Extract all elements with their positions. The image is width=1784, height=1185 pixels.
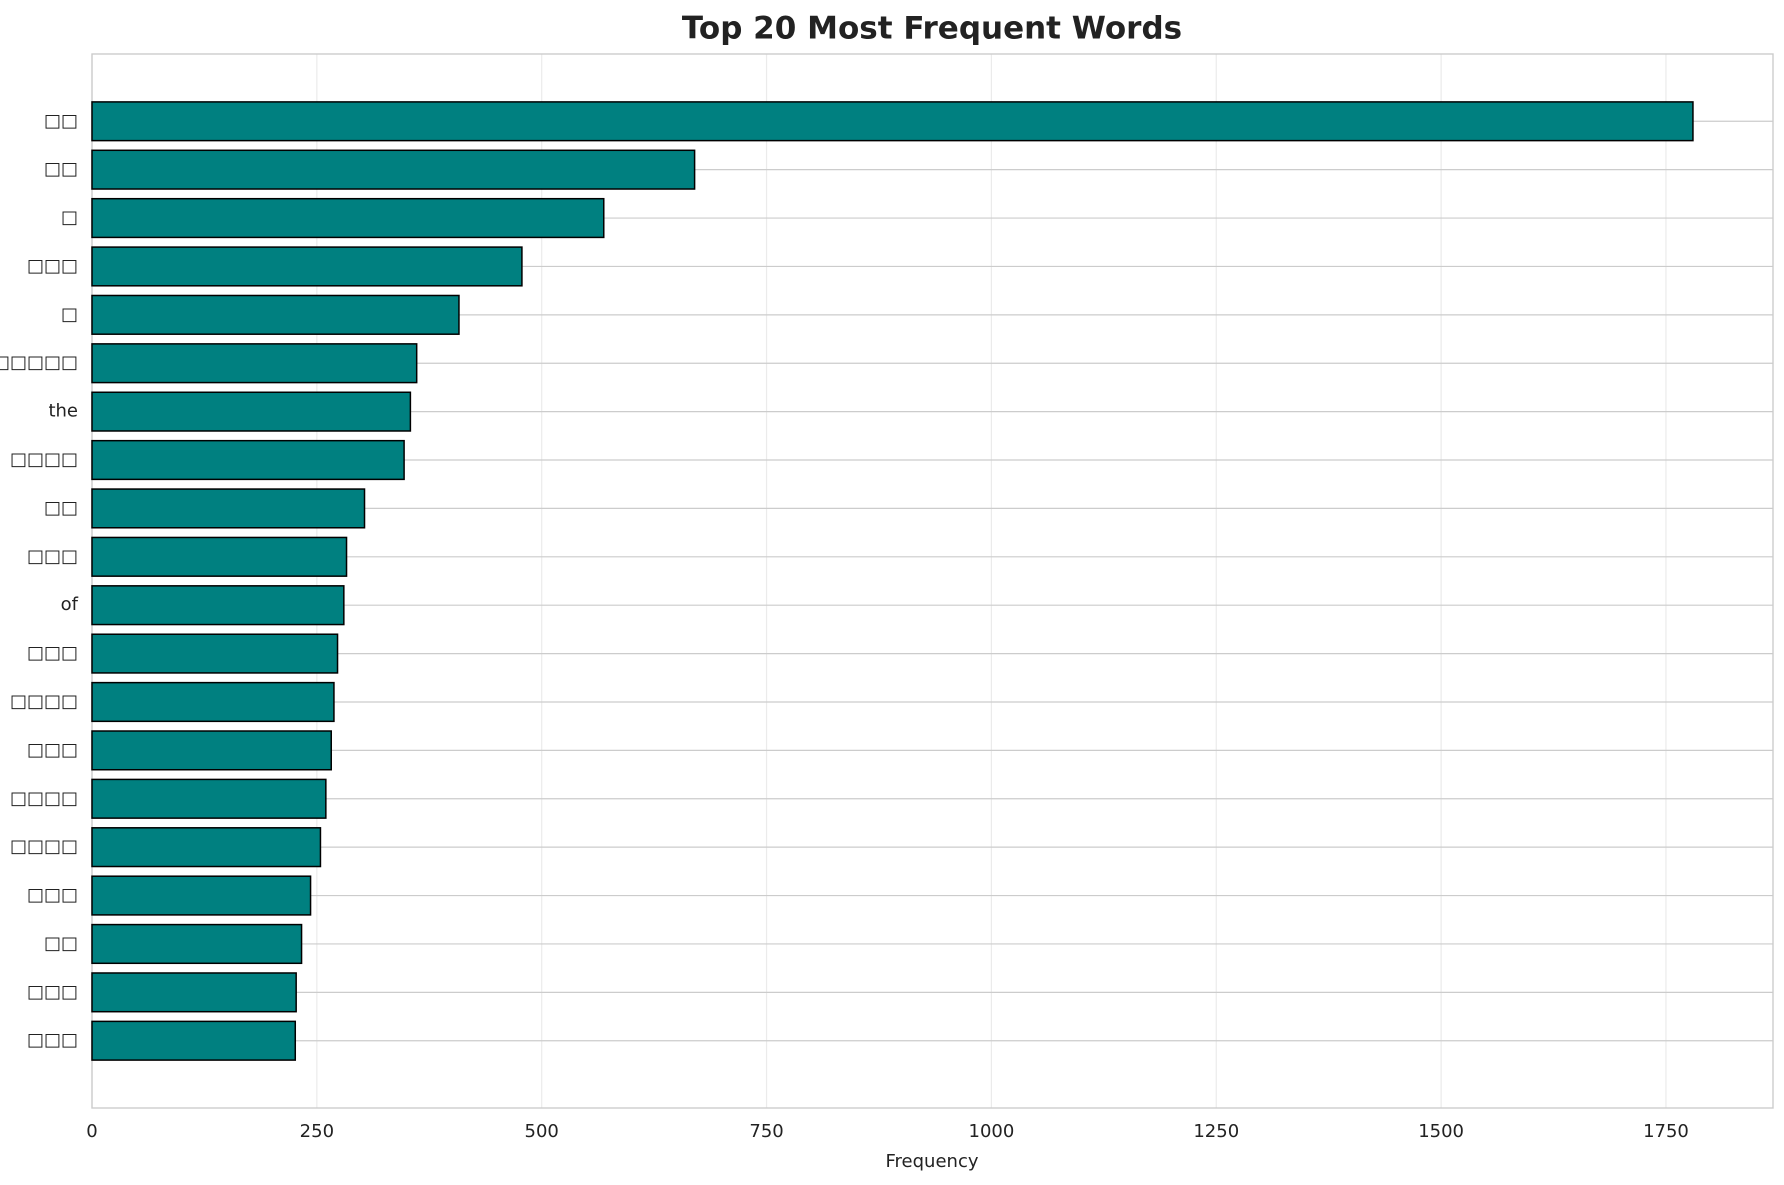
plot-frame [91, 53, 1774, 1109]
y-tick-label: □□□ [27, 546, 78, 567]
bar [91, 294, 460, 335]
bar [91, 875, 312, 916]
y-tick-label: □□□□ [10, 836, 78, 857]
y-tick-label: □□ [44, 110, 78, 131]
y-tick-label: □□□ [27, 255, 78, 276]
y-tick-label: □□□□ [10, 788, 78, 809]
bar [91, 827, 322, 868]
bar [91, 1020, 297, 1061]
bar [91, 585, 345, 626]
bar [91, 923, 303, 965]
bar [91, 391, 412, 432]
bar [91, 246, 523, 287]
y-tick-label: □ [61, 207, 78, 228]
bar [91, 439, 405, 481]
x-tick-label: 1500 [1418, 1121, 1464, 1142]
y-tick-label: □□ [44, 159, 78, 180]
y-tick-label: □□□ [27, 981, 78, 1002]
y-tick-label: the [48, 401, 78, 422]
bar [91, 730, 332, 771]
bar [91, 197, 605, 239]
bar [91, 149, 696, 190]
bar [91, 101, 1694, 142]
y-tick-label: □□□ [27, 643, 78, 664]
x-tick-label: 1250 [1193, 1121, 1239, 1142]
x-tick-label: 750 [749, 1121, 783, 1142]
bar [91, 633, 339, 674]
y-tick-label: □□□ [27, 739, 78, 760]
bar [91, 681, 335, 723]
y-tick-label: □□□□ [10, 691, 78, 712]
bar [91, 488, 366, 529]
y-tick-label: □□□ [27, 885, 78, 906]
bar [91, 536, 348, 577]
bar [91, 778, 327, 819]
bar [91, 343, 418, 384]
bar [91, 972, 297, 1013]
chart-title: Top 20 Most Frequent Words [682, 11, 1182, 47]
y-tick-label: □□□ [27, 1030, 78, 1051]
x-tick-label: 0 [86, 1121, 97, 1142]
x-axis-label: Frequency [886, 1151, 979, 1172]
x-tick-label: 1000 [969, 1121, 1015, 1142]
y-tick-label: □ [61, 304, 78, 325]
y-tick-label: □□□□□ [0, 352, 78, 373]
x-tick-label: 500 [525, 1121, 559, 1142]
x-tick-label: 250 [300, 1121, 334, 1142]
x-tick-label: 1750 [1643, 1121, 1689, 1142]
y-tick-label: □□ [44, 497, 78, 518]
y-tick-label: □□ [44, 933, 78, 954]
y-tick-label: □□□□ [10, 449, 78, 470]
y-tick-label: of [61, 594, 79, 615]
